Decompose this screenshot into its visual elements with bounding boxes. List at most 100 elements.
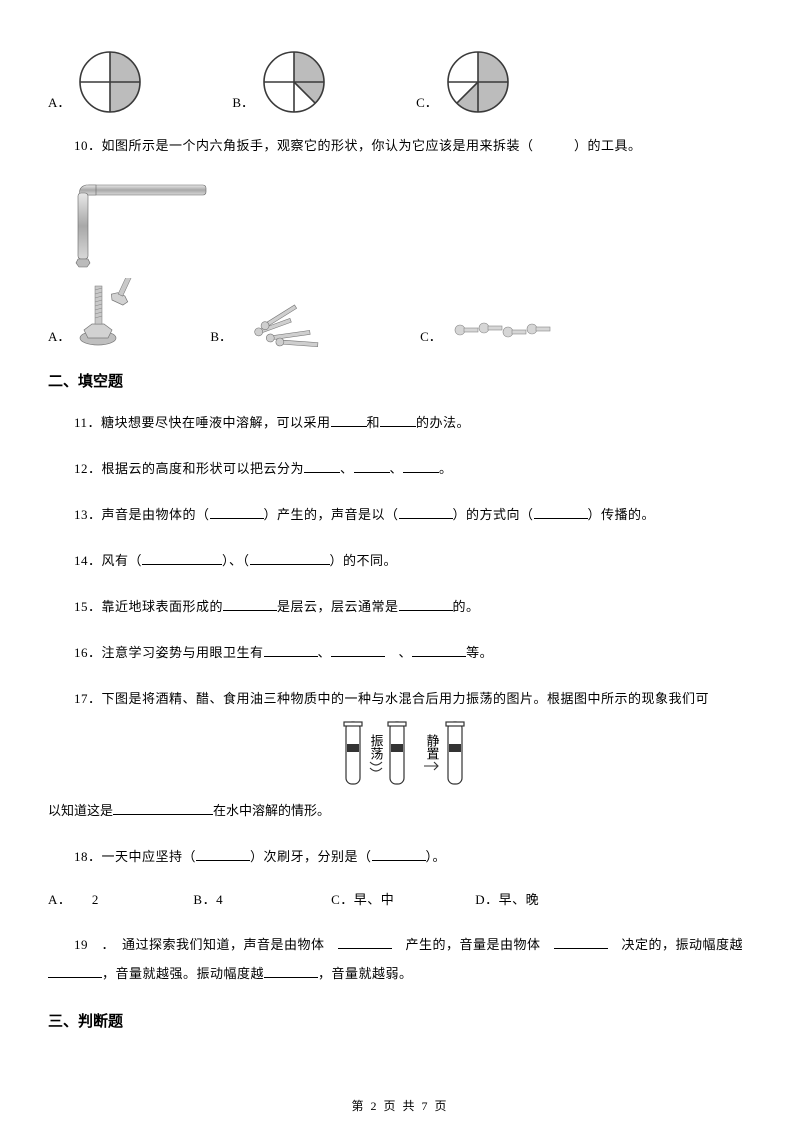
q12-sep1: 、 bbox=[340, 461, 354, 476]
pie-chart-a bbox=[78, 50, 142, 114]
q10-option-b: B． bbox=[210, 302, 350, 348]
q19-m1: 产生的，音量是由物体 bbox=[392, 937, 554, 952]
q15-pre: 15．靠近地球表面形成的 bbox=[74, 599, 223, 614]
q19: 19 ． 通过探索我们知道，声音是由物体 产生的，音量是由物体 决定的，振动幅度… bbox=[48, 931, 752, 988]
q9-option-c: C． bbox=[416, 50, 510, 114]
q10-opt-b-label: B． bbox=[210, 327, 232, 348]
q17-tail: 以知道这是 在水中溶解的情形。 bbox=[48, 798, 752, 824]
blank bbox=[372, 847, 426, 861]
q13: 13．声音是由物体的（ ）产生的，声音是以（ ）的方式向（ ）传播的。 bbox=[48, 502, 752, 528]
blank bbox=[264, 643, 318, 657]
q17-tail-pre: 以知道这是 bbox=[48, 803, 113, 818]
blank bbox=[331, 413, 367, 427]
q9-opt-b-label: B． bbox=[232, 93, 254, 114]
q10-options-row: A． B． C bbox=[48, 278, 752, 348]
q12-sep2: 、 bbox=[390, 461, 404, 476]
q19-l2p: ，音量就越弱。 bbox=[318, 966, 413, 981]
blank bbox=[264, 964, 318, 978]
footer-post: 页 bbox=[430, 1099, 449, 1113]
q9-option-b: B． bbox=[232, 50, 326, 114]
q14-post: ）的不同。 bbox=[330, 553, 398, 568]
blank bbox=[250, 551, 330, 565]
q14-pre: 14．风有（ bbox=[74, 553, 142, 568]
blank bbox=[534, 505, 588, 519]
small-screws-image bbox=[450, 310, 560, 348]
blank bbox=[412, 643, 466, 657]
q9-opt-a-label: A． bbox=[48, 93, 70, 114]
blank bbox=[210, 505, 264, 519]
q18-options: A． 2 B．4 C．早、中 D．早、晚 bbox=[48, 890, 752, 911]
rest-label: 静置 bbox=[425, 734, 440, 760]
q10-text: 10．如图所示是一个内六角扳手，观察它的形状，你认为它应该是用来拆装（ ）的工具… bbox=[48, 136, 752, 157]
q13-pre: 13．声音是由物体的（ bbox=[74, 507, 210, 522]
q15-m1: 是层云，层云通常是 bbox=[277, 599, 399, 614]
q12: 12．根据云的高度和形状可以把云分为 、 、 。 bbox=[48, 456, 752, 482]
pie-chart-c bbox=[446, 50, 510, 114]
q17-tail-post: 在水中溶解的情形。 bbox=[213, 803, 330, 818]
q16-post: 等。 bbox=[466, 645, 493, 660]
q11-post: 的办法。 bbox=[416, 415, 470, 430]
section-3-header: 三、判断题 bbox=[48, 1010, 752, 1034]
q11-mid: 和 bbox=[367, 415, 381, 430]
q12-pre: 12．根据云的高度和形状可以把云分为 bbox=[74, 461, 304, 476]
q19-m2: 决定的，振动幅度越 bbox=[608, 937, 743, 952]
q16: 16．注意学习姿势与用眼卫生有 、 、 等。 bbox=[48, 640, 752, 666]
q14-m1: ）、（ bbox=[222, 553, 250, 568]
footer-mid: 页 共 bbox=[378, 1099, 421, 1113]
q18-m1: ）次刷牙，分别是（ bbox=[250, 849, 372, 864]
q9-options-row: A． B． C． bbox=[48, 50, 752, 114]
q11: 11．糖块想要尽快在唾液中溶解，可以采用 和 的办法。 bbox=[48, 410, 752, 436]
blank bbox=[223, 597, 277, 611]
q18-opt-b: B．4 bbox=[193, 892, 223, 907]
q19-l2m: ，音量就越强。振动幅度越 bbox=[102, 966, 264, 981]
blank bbox=[354, 459, 390, 473]
blank bbox=[196, 847, 250, 861]
q13-m1: ）产生的，声音是以（ bbox=[264, 507, 399, 522]
blank bbox=[403, 459, 439, 473]
q9-option-a: A． bbox=[48, 50, 142, 114]
q18-post: ）。 bbox=[426, 849, 447, 864]
hex-bolt-image bbox=[78, 278, 140, 348]
hex-wrench-image bbox=[68, 177, 218, 271]
pie-chart-b bbox=[262, 50, 326, 114]
footer-total: 7 bbox=[422, 1099, 430, 1113]
q18-opt-d: D．早、晚 bbox=[475, 892, 539, 907]
q16-pre: 16．注意学习姿势与用眼卫生有 bbox=[74, 645, 264, 660]
blank bbox=[48, 964, 102, 978]
blank bbox=[554, 935, 608, 949]
q12-post: 。 bbox=[439, 461, 453, 476]
q9-opt-c-label: C． bbox=[416, 93, 438, 114]
q13-post: ）传播的。 bbox=[588, 507, 656, 522]
shake-label: 振荡 bbox=[369, 734, 384, 760]
page-footer: 第 2 页 共 7 页 bbox=[0, 1097, 800, 1116]
q10-opt-c-label: C． bbox=[420, 327, 442, 348]
q16-s2: 、 bbox=[399, 645, 413, 660]
q17-line1: 17．下图是将酒精、醋、食用油三种物质中的一种与水混合后用力振荡的图片。根据图中… bbox=[48, 686, 752, 712]
blank bbox=[304, 459, 340, 473]
q13-m2: ）的方式向（ bbox=[453, 507, 534, 522]
blank bbox=[142, 551, 222, 565]
screws-pile-image bbox=[240, 302, 350, 348]
q15-post: 的。 bbox=[453, 599, 480, 614]
q11-pre: 11．糖块想要尽快在唾液中溶解，可以采用 bbox=[74, 415, 331, 430]
q18: 18．一天中应坚持（ ）次刷牙，分别是（ ）。 bbox=[48, 844, 752, 870]
q10-option-a: A． bbox=[48, 278, 140, 348]
blank bbox=[399, 597, 453, 611]
blank bbox=[338, 935, 392, 949]
footer-pre: 第 bbox=[351, 1099, 370, 1113]
q18-pre: 18．一天中应坚持（ bbox=[74, 849, 196, 864]
q15: 15．靠近地球表面形成的 是层云，层云通常是 的。 bbox=[48, 594, 752, 620]
blank bbox=[113, 801, 213, 815]
section-2-header: 二、填空题 bbox=[48, 370, 752, 394]
q10-option-c: C． bbox=[420, 310, 560, 348]
q16-s1: 、 bbox=[318, 645, 332, 660]
q18-opt-c: C．早、中 bbox=[331, 892, 394, 907]
blank bbox=[380, 413, 416, 427]
blank bbox=[331, 643, 385, 657]
q17-tubes-figure: 振荡 静置 bbox=[48, 718, 752, 799]
q19-pre: 19 ． 通过探索我们知道，声音是由物体 bbox=[74, 937, 338, 952]
q14: 14．风有（ ）、（ ）的不同。 bbox=[48, 548, 752, 574]
q18-opt-a: A． 2 bbox=[48, 892, 99, 907]
q10-opt-a-label: A． bbox=[48, 327, 70, 348]
blank bbox=[399, 505, 453, 519]
